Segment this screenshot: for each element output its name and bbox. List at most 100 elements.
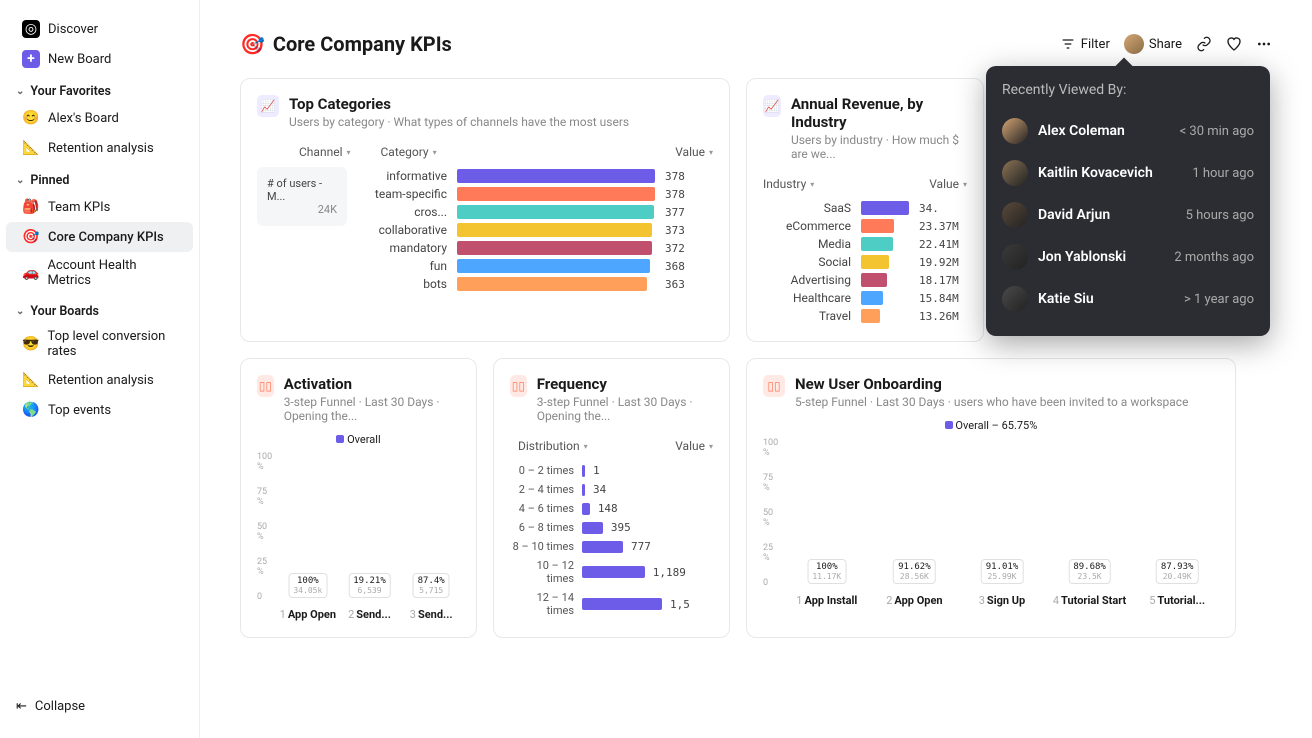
sidebar-item[interactable]: 🎒 Team KPIs <box>6 192 193 222</box>
main-content: 🎯 Core Company KPIs Filter Share 📈 Top C… <box>200 0 1312 738</box>
bar-row: Advertising 18.17M <box>763 271 967 289</box>
header-actions: Filter Share <box>1060 34 1272 54</box>
viewer-time: 5 hours ago <box>1186 208 1254 223</box>
share-label: Share <box>1149 37 1182 52</box>
funnel-badge: 91.01%25.99K <box>981 559 1024 584</box>
dist-row: 2 – 4 times 34 <box>510 480 713 499</box>
bar-value: 368 <box>665 260 713 273</box>
bar-value: 23.37M <box>919 220 967 233</box>
page-header: 🎯 Core Company KPIs Filter Share <box>240 32 1272 56</box>
heart-icon[interactable] <box>1226 36 1242 52</box>
x-label: 2Send... <box>341 608 399 621</box>
section-header[interactable]: ⌄Your Boards <box>0 294 199 323</box>
bar-row: collaborative 373 <box>359 221 713 239</box>
card-top-categories: 📈 Top Categories Users by category · Wha… <box>240 78 730 342</box>
bar-value: 19.92M <box>919 256 967 269</box>
dist-label: 0 – 2 times <box>510 464 574 477</box>
sidebar-item[interactable]: 🎯 Core Company KPIs <box>6 222 193 252</box>
collapse-icon: ⇤ <box>16 699 27 714</box>
filter-button[interactable]: Filter <box>1060 36 1110 52</box>
viewer-row[interactable]: Alex Coleman < 30 min ago <box>1002 110 1254 152</box>
recently-viewed-popover: Recently Viewed By: Alex Coleman < 30 mi… <box>986 66 1270 336</box>
legend: Overall – 65.75% <box>763 413 1219 438</box>
viewer-time: > 1 year ago <box>1184 292 1254 307</box>
bar-value: 13.26M <box>919 310 967 323</box>
section-header[interactable]: ⌄Pinned <box>0 163 199 192</box>
nav-discover[interactable]: ◎ Discover <box>6 14 193 44</box>
more-icon[interactable] <box>1256 36 1272 52</box>
nav-label: New Board <box>48 52 111 67</box>
bar-label: Healthcare <box>763 291 851 305</box>
share-button[interactable]: Share <box>1124 34 1182 54</box>
summary-box: # of users - M... 24K <box>257 167 347 226</box>
sidebar-item[interactable]: 📐 Retention analysis <box>6 133 193 163</box>
item-label: Top level conversion rates <box>47 329 177 359</box>
x-label: 2App Open <box>873 594 957 607</box>
avatar-icon <box>1124 34 1144 54</box>
chart-icon: 📈 <box>763 95 781 117</box>
sidebar-item[interactable]: 😊 Alex's Board <box>6 103 193 133</box>
bar-value: 377 <box>665 206 713 219</box>
bar-value: 15.84M <box>919 292 967 305</box>
x-label: 1App Install <box>785 594 869 607</box>
viewer-row[interactable]: Jon Yablonski 2 months ago <box>1002 236 1254 278</box>
dist-label: 4 – 6 times <box>510 502 574 515</box>
col-value[interactable]: Value▾ <box>675 145 713 159</box>
item-emoji: 🎯 <box>22 228 40 246</box>
funnel-badge: 89.68%23.5K <box>1068 559 1111 584</box>
dist-label: 10 – 12 times <box>510 559 574 585</box>
bar-value: 372 <box>665 242 713 255</box>
item-label: Account Health Metrics <box>47 258 177 288</box>
item-label: Core Company KPIs <box>48 230 164 245</box>
page-title: 🎯 Core Company KPIs <box>240 32 452 56</box>
nav-label: Discover <box>48 22 98 37</box>
bar-row: Media 22.41M <box>763 235 967 253</box>
item-emoji: 🌎 <box>22 401 40 419</box>
col-channel[interactable]: Channel▾ <box>299 145 351 159</box>
sidebar-item[interactable]: 🌎 Top events <box>6 395 193 425</box>
bar-row: bots 363 <box>359 275 713 293</box>
sidebar: ◎ Discover + New Board ⌄Your Favorites 😊… <box>0 0 200 738</box>
avatar-icon <box>1002 118 1028 144</box>
summary-value: 24K <box>267 203 337 216</box>
nav-new-board[interactable]: + New Board <box>6 44 193 74</box>
bar-row: team-specific 378 <box>359 185 713 203</box>
sidebar-item[interactable]: 😎 Top level conversion rates <box>6 323 193 365</box>
col-distribution[interactable]: Distribution▾ <box>518 439 588 453</box>
bar-value: 18.17M <box>919 274 967 287</box>
plus-icon: + <box>22 50 40 68</box>
section-header[interactable]: ⌄Your Favorites <box>0 74 199 103</box>
funnel-icon: ▯▯ <box>763 375 785 397</box>
filter-label: Filter <box>1081 37 1110 52</box>
bar-label: SaaS <box>763 201 851 215</box>
sidebar-item[interactable]: 🚗 Account Health Metrics <box>6 252 193 294</box>
card-subtitle: 3-step Funnel · Last 30 Days · Opening t… <box>284 395 460 423</box>
viewer-row[interactable]: David Arjun 5 hours ago <box>1002 194 1254 236</box>
bar-row: mandatory 372 <box>359 239 713 257</box>
bar-label: eCommerce <box>763 219 851 233</box>
col-industry[interactable]: Industry▾ <box>763 177 814 191</box>
sidebar-item[interactable]: 📐 Retention analysis <box>6 365 193 395</box>
bar-label: mandatory <box>359 241 447 255</box>
card-title: Activation <box>284 375 460 393</box>
funnel-badge: 100%11.17K <box>807 559 846 584</box>
title-text: Core Company KPIs <box>273 32 452 56</box>
dist-value: 148 <box>598 502 618 515</box>
viewer-time: 2 months ago <box>1174 250 1254 265</box>
bar-row: Healthcare 15.84M <box>763 289 967 307</box>
bar-row: SaaS 34. <box>763 199 967 217</box>
viewer-name: David Arjun <box>1038 207 1176 223</box>
col-category[interactable]: Category▾ <box>381 145 437 159</box>
collapse-sidebar[interactable]: ⇤ Collapse <box>0 689 199 724</box>
viewer-name: Jon Yablonski <box>1038 249 1164 265</box>
card-revenue: 📈 Annual Revenue, by Industry Users by i… <box>746 78 984 342</box>
card-onboarding: ▯▯ New User Onboarding 5-step Funnel · L… <box>746 358 1236 638</box>
title-emoji: 🎯 <box>240 32 265 56</box>
col-value[interactable]: Value▾ <box>929 177 967 191</box>
x-label: 3Sign Up <box>960 594 1044 607</box>
link-icon[interactable] <box>1196 36 1212 52</box>
x-label: 4Tutorial Start <box>1048 594 1132 607</box>
viewer-row[interactable]: Kaitlin Kovacevich 1 hour ago <box>1002 152 1254 194</box>
col-value[interactable]: Value▾ <box>675 439 713 453</box>
viewer-row[interactable]: Katie Siu > 1 year ago <box>1002 278 1254 320</box>
